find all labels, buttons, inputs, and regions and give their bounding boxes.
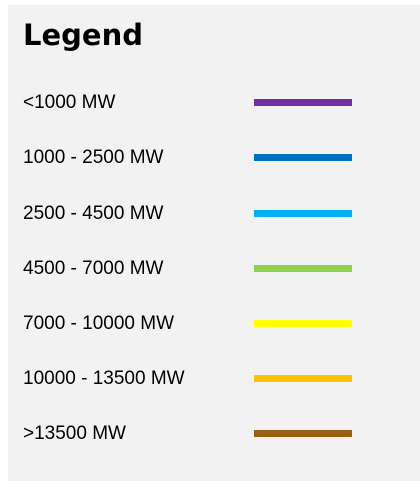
legend-item-label: 1000 - 2500 MW (23, 147, 164, 168)
legend-item: 7000 - 10000 MW (8, 304, 420, 344)
legend-item-label: 10000 - 13500 MW (23, 368, 185, 389)
legend-item: 10000 - 13500 MW (8, 359, 420, 399)
legend-line-swatch (254, 154, 352, 161)
legend-item-label: 4500 - 7000 MW (23, 258, 164, 279)
legend-item: <1000 MW (8, 83, 420, 123)
legend-item: 1000 - 2500 MW (8, 138, 420, 178)
legend-line-swatch (254, 265, 352, 272)
legend-item: >13500 MW (8, 414, 420, 454)
legend-item: 2500 - 4500 MW (8, 194, 420, 234)
legend-item: 4500 - 7000 MW (8, 249, 420, 289)
legend-item-label: 2500 - 4500 MW (23, 203, 164, 224)
legend-title: Legend (23, 18, 143, 52)
legend-line-swatch (254, 99, 352, 106)
legend-item-label: <1000 MW (23, 92, 116, 113)
legend-line-swatch (254, 210, 352, 217)
legend-panel: Legend <1000 MW 1000 - 2500 MW 2500 - 45… (8, 5, 420, 481)
legend-line-swatch (254, 320, 352, 327)
legend-line-swatch (254, 430, 352, 437)
legend-line-swatch (254, 375, 352, 382)
legend-item-label: >13500 MW (23, 423, 126, 444)
legend-item-label: 7000 - 10000 MW (23, 313, 175, 334)
